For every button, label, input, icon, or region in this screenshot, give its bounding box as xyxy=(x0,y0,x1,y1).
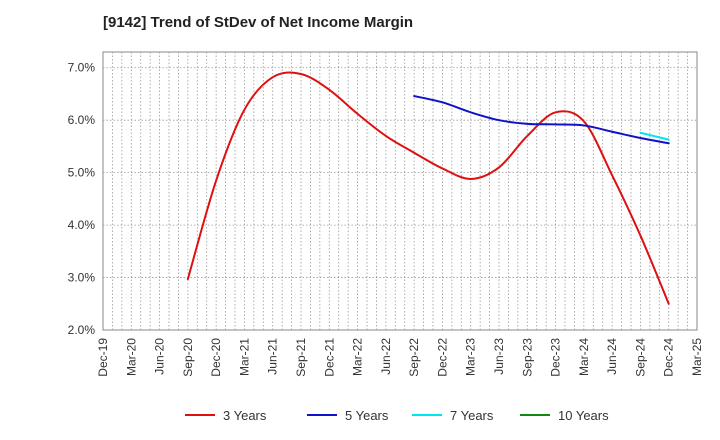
x-tick-label: Sep-20 xyxy=(181,338,195,377)
legend-label: 10 Years xyxy=(558,408,609,423)
legend-item: 3 Years xyxy=(185,408,267,423)
y-tick-label: 4.0% xyxy=(68,218,96,232)
legend-label: 7 Years xyxy=(450,408,494,423)
y-axis-ticks: 2.0% 3.0% 4.0% 5.0% 6.0% 7.0% xyxy=(68,61,96,337)
x-axis-ticks: Dec-19 Mar-20 Jun-20 Sep-20 Dec-20 Mar-21 Jun-… xyxy=(96,338,704,377)
x-tick-label: Dec-21 xyxy=(322,338,336,377)
chart-title: [9142] Trend of StDev of Net Income Marg… xyxy=(103,14,413,31)
legend-label: 5 Years xyxy=(345,408,389,423)
legend-item: 7 Years xyxy=(412,408,494,423)
x-tick-label: Jun-21 xyxy=(266,338,280,375)
x-tick-label: Jun-22 xyxy=(379,338,393,375)
plot-frame xyxy=(102,51,698,331)
x-tick-label: Sep-23 xyxy=(520,338,534,377)
series-line-7-years xyxy=(639,131,670,141)
series-line-5-years xyxy=(413,95,670,145)
y-tick-label: 6.0% xyxy=(68,113,96,127)
x-tick-label: Dec-20 xyxy=(209,338,223,377)
x-tick-label: Sep-21 xyxy=(294,338,308,377)
x-tick-label: Dec-22 xyxy=(435,338,449,377)
x-tick-label: Mar-25 xyxy=(690,338,704,376)
x-tick-label: Sep-22 xyxy=(407,338,421,377)
x-tick-label: Jun-23 xyxy=(492,338,506,375)
x-tick-label: Dec-24 xyxy=(662,338,676,377)
x-tick-label: Mar-20 xyxy=(124,338,138,376)
x-tick-label: Jun-24 xyxy=(605,338,619,375)
y-tick-label: 3.0% xyxy=(68,271,96,285)
legend-item: 10 Years xyxy=(520,408,609,423)
x-tick-label: Sep-24 xyxy=(633,338,647,377)
y-tick-label: 7.0% xyxy=(68,61,96,75)
x-tick-label: Jun-20 xyxy=(153,338,167,375)
legend: 3 Years 5 Years 7 Years 10 Years xyxy=(185,408,609,423)
x-tick-label: Mar-23 xyxy=(464,338,478,376)
x-tick-label: Dec-23 xyxy=(549,338,563,377)
grid xyxy=(103,52,697,330)
x-tick-label: Mar-22 xyxy=(351,338,365,376)
legend-item: 5 Years xyxy=(307,408,389,423)
x-tick-label: Mar-24 xyxy=(577,338,591,376)
legend-label: 3 Years xyxy=(223,408,267,423)
x-tick-label: Mar-21 xyxy=(237,338,251,376)
plot-area xyxy=(102,51,698,331)
x-tick-label: Dec-19 xyxy=(96,338,110,377)
series-line-3-years xyxy=(186,71,670,305)
y-tick-label: 5.0% xyxy=(68,166,96,180)
series-lines xyxy=(186,71,670,305)
y-tick-label: 2.0% xyxy=(68,323,96,337)
